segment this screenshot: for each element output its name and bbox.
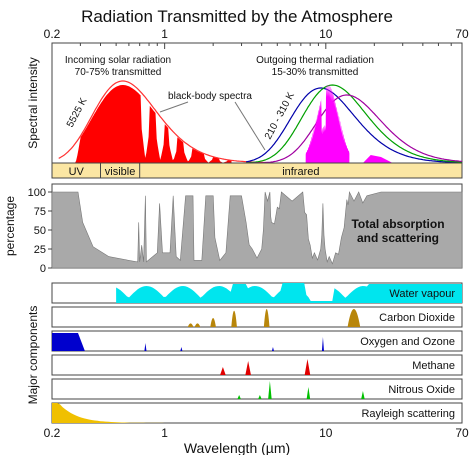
y-tick-label: 25 [34,244,46,256]
bottom-tick-label: 10 [319,426,333,440]
band-label-UV: UV [69,166,85,178]
absorption-ylabel: percentage [3,196,17,256]
y-tick-label: 50 [34,225,46,237]
components-ylabel: Major components [26,306,40,405]
thermal-blackbody-curve [246,84,463,164]
outgoing-label-line1: Outgoing thermal radiation [256,55,374,66]
component-row-frame [51,354,463,376]
component-row-frame [51,378,463,400]
component-absorption-5 [237,381,365,399]
top-tick-label: 70 [455,27,469,41]
blackbody-note-leader [234,101,266,151]
outgoing-thermal-area-far [362,155,393,163]
thermal-blackbody-curve [246,94,463,164]
blackbody-note-leader [159,101,189,113]
incoming-label-line1: Incoming solar radiation [65,55,171,66]
bottom-tick-label: 70 [455,426,469,440]
component-label: Water vapour [389,288,455,300]
bottom-tick-label: 0.2 [44,426,61,440]
component-label: Carbon Dioxide [379,312,455,324]
component-row-frame [51,306,463,328]
absorption-label-line2: and scattering [357,231,439,245]
chart-title: Radiation Transmitted by the Atmosphere [81,7,393,26]
outgoing-thermal-area [305,85,350,163]
component-label: Methane [412,360,455,372]
component-label: Nitrous Oxide [388,384,455,396]
total-absorption-area [51,190,463,269]
y-tick-label: 75 [34,206,46,218]
outgoing-label-line2: 15-30% transmitted [272,67,359,78]
band-strip [51,162,463,179]
top-tick-label: 1 [161,27,168,41]
y-tick-label: 0 [40,263,46,275]
component-absorption-6 [52,403,214,423]
top-tick-label: 10 [319,27,333,41]
top-tick-label: 0.2 [44,27,61,41]
incoming-solar-area [70,85,232,163]
band-label-visible: visible [105,166,136,178]
bottom-tick-label: 1 [161,426,168,440]
band-label-infrared: infrared [282,166,319,178]
x-axis-label: Wavelength (µm) [184,440,290,455]
component-label: Rayleigh scattering [361,408,455,420]
thermal-blackbody-curve [246,87,462,164]
y-tick-label: 100 [28,187,46,199]
spectrum-ylabel: Spectral intensity [26,57,40,148]
component-absorption-3 [52,333,324,351]
component-label: Oxygen and Ozone [360,336,455,348]
incoming-label-line2: 70-75% transmitted [75,67,162,78]
absorption-label-line1: Total absorption [351,217,444,231]
solar-blackbody-curve [58,80,270,164]
component-absorption-1 [116,283,462,303]
blackbody-note: black-body spectra [168,91,252,102]
